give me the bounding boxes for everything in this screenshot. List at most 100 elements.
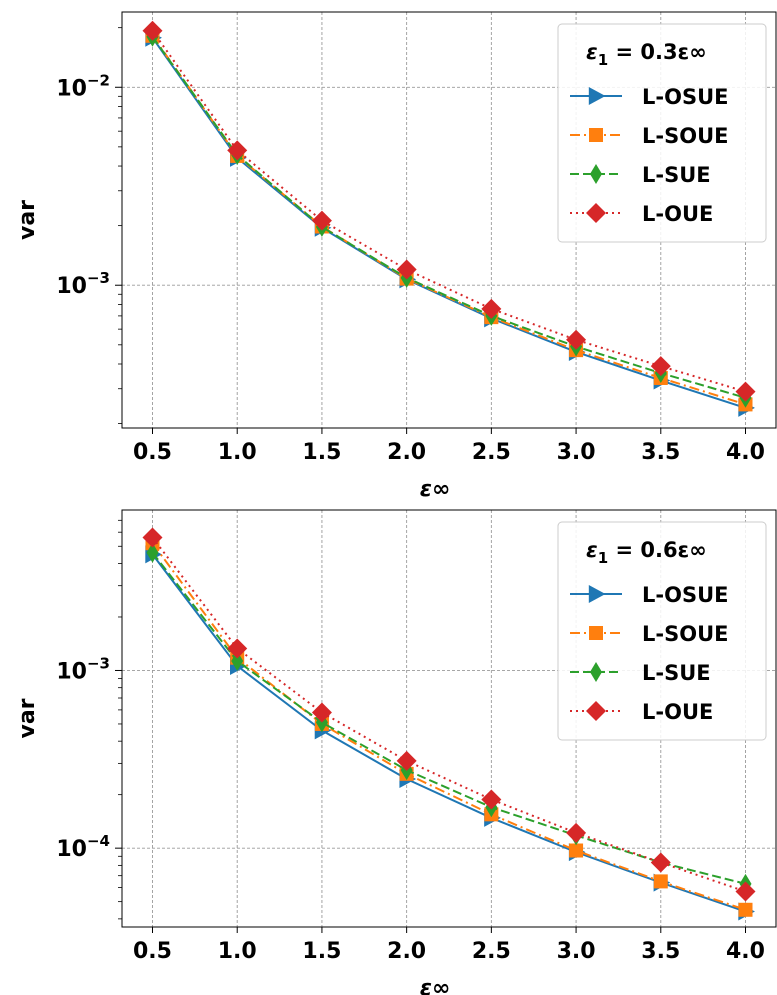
data-point bbox=[738, 902, 753, 917]
legend-box bbox=[557, 23, 767, 243]
legend-marker bbox=[589, 128, 603, 142]
data-point bbox=[650, 356, 671, 377]
data-point bbox=[735, 381, 756, 402]
x-axis-label: ε∞ bbox=[420, 477, 451, 502]
legend: ε1 = 0.6ε∞ L-OSUE L-SOUE L-SUE L-OUE bbox=[557, 521, 767, 741]
legend-label: L-SOUE bbox=[642, 622, 728, 646]
series-l-oue bbox=[142, 20, 756, 402]
data-point bbox=[396, 750, 417, 771]
legend-entry-l-osue: L-OSUE bbox=[570, 85, 728, 109]
series-line bbox=[151, 36, 746, 399]
legend-entry-l-sue: L-SUE bbox=[570, 661, 711, 685]
y-tick-base: 10 bbox=[56, 659, 87, 684]
legend-entry-l-sue: L-SUE bbox=[570, 163, 711, 187]
legend-entry-l-oue: L-OUE bbox=[570, 700, 713, 724]
x-tick-label: 2.5 bbox=[472, 440, 511, 465]
x-tick-label: 4.0 bbox=[726, 939, 765, 964]
legend-entry-l-osue: L-OSUE bbox=[570, 583, 728, 607]
x-tick-label: 3.0 bbox=[557, 939, 596, 964]
x-tick-label: 1.0 bbox=[218, 939, 257, 964]
x-tick-label: 3.5 bbox=[641, 939, 680, 964]
x-tick-label: 3.5 bbox=[641, 440, 680, 465]
legend-label: L-OSUE bbox=[642, 583, 728, 607]
legend-entry-l-soue: L-SOUE bbox=[570, 622, 728, 646]
series-line bbox=[151, 552, 746, 885]
minor-ticks bbox=[118, 27, 122, 424]
x-tick-label: 1.5 bbox=[302, 939, 341, 964]
legend-title-symbol: ε bbox=[586, 538, 598, 562]
y-tick-exp: −3 bbox=[87, 654, 110, 672]
y-tick-label: 10−4 bbox=[56, 832, 110, 862]
legend-marker bbox=[586, 701, 606, 721]
y-tick-label: 10−2 bbox=[56, 71, 110, 101]
y-tick-exp: −3 bbox=[87, 269, 110, 287]
minor-ticks bbox=[118, 519, 122, 920]
x-axis-label: ε∞ bbox=[420, 976, 451, 995]
data-point bbox=[566, 329, 587, 350]
legend-title-text: = 0.6ε∞ bbox=[608, 538, 707, 562]
data-point bbox=[311, 210, 332, 231]
legend-marker bbox=[590, 164, 602, 184]
legend-title-symbol: ε bbox=[586, 40, 598, 64]
legend-label: L-OUE bbox=[642, 700, 713, 724]
data-point bbox=[650, 852, 671, 873]
legend-marker bbox=[586, 203, 606, 223]
legend-title-sub: 1 bbox=[598, 549, 608, 567]
x-axis: 0.5 1.0 1.5 2.0 2.5 3.0 3.5 4.0 ε∞ bbox=[133, 428, 765, 502]
data-point bbox=[396, 259, 417, 280]
y-tick-label: 10−3 bbox=[56, 269, 110, 299]
legend-marker bbox=[588, 585, 606, 603]
series-l-oue bbox=[142, 527, 756, 902]
y-tick-base: 10 bbox=[56, 76, 87, 101]
data-point bbox=[227, 638, 248, 659]
axes-frame bbox=[121, 509, 777, 928]
data-point bbox=[142, 527, 163, 548]
x-tick-label: 1.0 bbox=[218, 440, 257, 465]
legend-title: ε1 = 0.3ε∞ bbox=[586, 40, 707, 69]
series-line bbox=[151, 536, 746, 893]
y-tick-exp: −2 bbox=[87, 71, 110, 89]
x-tick-label: 0.5 bbox=[133, 440, 172, 465]
x-tick-label: 0.5 bbox=[133, 939, 172, 964]
data-point bbox=[311, 702, 332, 723]
data-point bbox=[227, 140, 248, 161]
legend-label: L-SUE bbox=[642, 163, 711, 187]
legend: ε1 = 0.3ε∞ L-OSUE L-SOUE L-SUE L-OUE bbox=[557, 23, 767, 243]
legend-title-sub: 1 bbox=[598, 51, 608, 69]
legend-entry-l-oue: L-OUE bbox=[570, 202, 713, 226]
legend-label: L-OSUE bbox=[642, 85, 728, 109]
data-point bbox=[735, 881, 756, 902]
legend-marker bbox=[588, 87, 606, 105]
legend-label: L-SOUE bbox=[642, 124, 728, 148]
y-tick-label: 10−3 bbox=[56, 654, 110, 684]
data-point bbox=[481, 789, 502, 810]
x-tick-label: 2.0 bbox=[387, 440, 426, 465]
y-tick-base: 10 bbox=[56, 837, 87, 862]
legend-title-text: = 0.3ε∞ bbox=[608, 40, 707, 64]
x-tick-label: 2.0 bbox=[387, 939, 426, 964]
data-point bbox=[566, 822, 587, 843]
legend-box bbox=[557, 521, 767, 741]
y-tick-base: 10 bbox=[56, 274, 87, 299]
x-axis: 0.5 1.0 1.5 2.0 2.5 3.0 3.5 4.0 ε∞ bbox=[133, 927, 765, 995]
legend-label: L-SUE bbox=[642, 661, 711, 685]
y-axis-label: var bbox=[15, 698, 40, 738]
y-tick-exp: −4 bbox=[87, 832, 110, 850]
legend-marker bbox=[589, 626, 603, 640]
data-point bbox=[142, 20, 163, 41]
axes-frame bbox=[121, 11, 777, 429]
data-point bbox=[146, 542, 159, 563]
y-axis-label: var bbox=[15, 200, 40, 240]
legend-marker bbox=[590, 662, 602, 682]
x-tick-label: 4.0 bbox=[726, 440, 765, 465]
legend-label: L-OUE bbox=[642, 202, 713, 226]
series-line bbox=[151, 553, 746, 913]
legend-title: ε1 = 0.6ε∞ bbox=[586, 538, 707, 567]
x-tick-label: 3.0 bbox=[557, 440, 596, 465]
data-point bbox=[481, 298, 502, 319]
chart-panel-1: 0.5 1.0 1.5 2.0 2.5 3.0 3.5 4.0ε∞10−210−3varε1 … bbox=[15, 11, 777, 502]
chart-panel-2: 0.5 1.0 1.5 2.0 2.5 3.0 3.5 4.0ε∞10−310−4varε1 … bbox=[15, 509, 777, 995]
